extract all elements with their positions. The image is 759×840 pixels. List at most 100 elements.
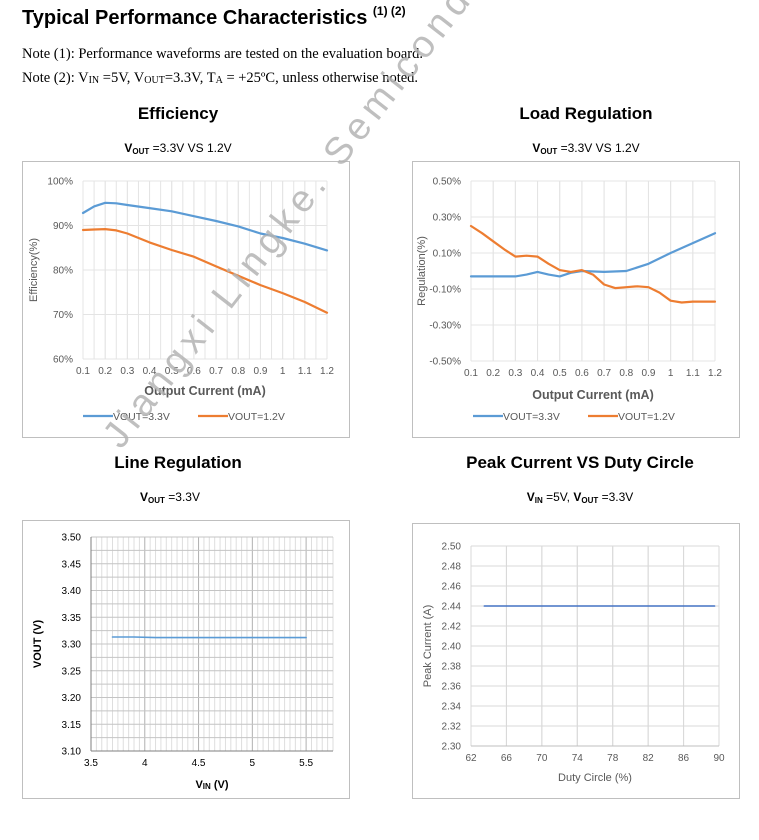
x-axis-label: Output Current (mA) [144,384,266,398]
y-tick-label: 2.36 [442,682,462,693]
y-tick-label: 2.48 [442,562,462,573]
peak-current-grid [470,545,720,747]
x-tick-label: 1 [280,366,286,377]
y-tick-label: 2.42 [442,622,462,633]
x-tick-label: 74 [572,753,584,764]
x-tick-label: 0.5 [165,366,179,377]
x-axis-label: Output Current (mA) [532,388,654,402]
x-tick-label: 1.1 [298,366,312,377]
y-axis-label: Efficiency(%) [28,238,40,302]
y-tick-label: 100% [47,177,73,188]
y-tick-label: 3.15 [62,720,82,731]
page-title-text: Typical Performance Characteristics [22,7,368,29]
x-tick-label: 0.7 [209,366,223,377]
y-tick-label: 2.38 [442,662,462,673]
x-tick-label: 78 [607,753,619,764]
load-regulation-ticks: 0.1 0.2 0.3 0.4 0.5 0.6 0.7 0.8 0.9 1 1.1 1.2 -0.50%… [429,177,722,380]
efficiency-series-line-0 [81,201,329,252]
x-tick-label: 0.8 [231,366,245,377]
load-regulation-chart: 0.1 0.2 0.3 0.4 0.5 0.6 0.7 0.8 0.9 1 1.1 1.2 -0.50%… [412,161,740,438]
peak-current-chart-title: Peak Current VS Duty Circle [466,453,694,472]
y-tick-label: 2.30 [442,742,462,753]
x-tick-label: 70 [536,753,548,764]
y-tick-label: 3.40 [62,586,82,597]
peak-current-chart-svg: 62 66 70 74 78 82 86 90 2.30 2.32 2.34 2.36 2.38 2.40… [422,542,725,785]
x-tick-label: 0.4 [143,366,157,377]
y-tick-label: 3.10 [62,747,82,758]
y-tick-label: 0.10% [433,249,461,260]
x-tick-label: 62 [465,753,477,764]
x-tick-label: 0.1 [464,368,478,379]
efficiency-series-line-1 [81,227,329,314]
y-tick-label: -0.30% [429,321,461,332]
x-tick-label: 0.1 [76,366,90,377]
efficiency-grid [82,180,328,360]
x-tick-label: 0.4 [531,368,545,379]
legend-label: VOUT=3.3V [503,411,560,423]
y-tick-label: 60% [53,355,73,366]
x-tick-label: 0.9 [642,368,656,379]
x-tick-label: 0.6 [575,368,589,379]
load-regulation-chart-subtitle: VOUT =3.3V VS 1.2V [532,141,640,156]
y-tick-label: 3.25 [62,666,82,677]
x-tick-label: 4 [142,758,148,769]
x-tick-label: 1.2 [708,368,722,379]
y-tick-label: 2.34 [442,702,462,713]
y-tick-label: 2.44 [442,602,462,613]
x-tick-label: 0.3 [508,368,522,379]
peak-current-ticks: 62 66 70 74 78 82 86 90 2.30 2.32 2.34 2.36 2.38 2.40… [442,542,725,765]
line-regulation-series-line-0 [111,636,307,639]
x-tick-label: 82 [643,753,655,764]
x-tick-label: 0.6 [187,366,201,377]
x-tick-label: 0.9 [254,366,268,377]
load-regulation-series-line-1 [469,224,717,304]
efficiency-ticks: 0.1 0.2 0.3 0.4 0.5 0.6 0.7 0.8 0.9 1 1.1 1.2 60% 70%… [47,177,334,378]
y-tick-label: 0.30% [433,213,461,224]
x-tick-label: 0.2 [486,368,500,379]
legend-label: VOUT=1.2V [228,411,285,423]
x-tick-label: 0.8 [619,368,633,379]
load-regulation-legend: VOUT=3.3V VOUT=1.2V [473,411,675,423]
y-axis-label: VOUT (V) [32,620,44,669]
x-tick-label: 1.1 [686,368,700,379]
y-axis-label: Peak Current (A) [422,605,434,688]
line-regulation-chart-svg: 3.5 4 4.5 5 5.5 3.10 3.15 3.20 3.25 3.30 3.35 3.40 3… [32,533,334,791]
page-title-footnotes: (1) (2) [372,4,406,18]
x-tick-label: 0.5 [553,368,567,379]
legend-label: VOUT=3.3V [113,411,170,423]
x-tick-label: 0.7 [597,368,611,379]
x-tick-label: 90 [713,753,725,764]
y-tick-label: 2.40 [442,642,462,653]
efficiency-chart-title: Efficiency [137,104,219,123]
line-regulation-grid [90,536,334,752]
page-title: Typical Performance Characteristics (1) … [22,4,406,30]
peak-current-chart-subtitle: VIN =5V, VOUT =3.3V [526,490,634,505]
line-regulation-ticks: 3.5 4 4.5 5 5.5 3.10 3.15 3.20 3.25 3.30 3.35 3.40 3… [62,533,314,770]
x-tick-label: 0.2 [98,366,112,377]
efficiency-chart: 0.1 0.2 0.3 0.4 0.5 0.6 0.7 0.8 0.9 1 1.1 1.2 60% 70%… [22,161,350,438]
x-tick-label: 5 [250,758,256,769]
peak-current-chart: 62 66 70 74 78 82 86 90 2.30 2.32 2.34 2.36 2.38 2.40… [412,523,740,799]
x-tick-label: 86 [678,753,690,764]
load-regulation-chart-title: Load Regulation [519,104,653,123]
y-tick-label: 70% [53,310,73,321]
x-tick-label: 5.5 [299,758,313,769]
x-tick-label: 0.3 [120,366,134,377]
y-axis-label: Regulation(%) [416,236,428,306]
legend-label: VOUT=1.2V [618,411,675,423]
x-tick-label: 1.2 [320,366,334,377]
note-2: Note (2): VIN =5V, VOUT=3.3V, TA = +25ºC… [22,70,419,86]
efficiency-legend: VOUT=3.3V VOUT=1.2V [83,411,285,423]
x-tick-label: 3.5 [84,758,98,769]
note-1: Note (1): Performance waveforms are test… [22,46,424,62]
y-tick-label: 3.20 [62,693,82,704]
x-tick-label: 1 [668,368,674,379]
y-tick-label: 2.50 [442,542,462,553]
y-tick-label: 3.35 [62,613,82,624]
y-tick-label: -0.10% [429,285,461,296]
x-axis-label: Duty Circle (%) [558,772,632,784]
efficiency-chart-svg: 0.1 0.2 0.3 0.4 0.5 0.6 0.7 0.8 0.9 1 1.1 1.2 60% 70%… [28,177,334,424]
y-tick-label: 90% [53,221,73,232]
line-regulation-chart: 3.5 4 4.5 5 5.5 3.10 3.15 3.20 3.25 3.30 3.35 3.40 3… [22,520,350,799]
y-tick-label: 3.50 [62,533,82,544]
